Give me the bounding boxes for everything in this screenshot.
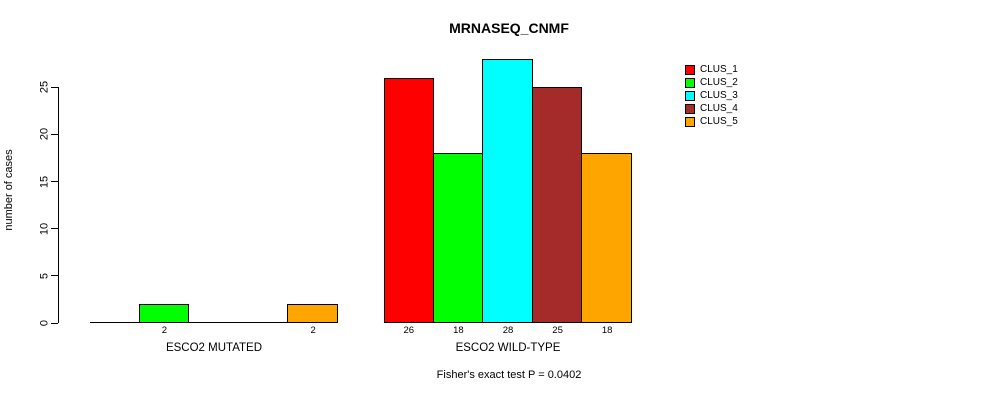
legend-row: CLUS_4	[685, 104, 738, 114]
bar-value-label: 25	[552, 325, 563, 336]
bar-value-label: 28	[502, 325, 514, 336]
legend-swatch	[685, 91, 695, 101]
y-tick	[51, 322, 58, 324]
annotation-fisher-test: Fisher's exact test P = 0.0402	[436, 369, 582, 381]
bar-clus_2	[432, 153, 484, 323]
x-baseline	[90, 322, 338, 323]
legend-row: CLUS_2	[685, 78, 738, 88]
legend-row: CLUS_5	[685, 117, 738, 127]
y-tick-label: 20	[38, 128, 51, 141]
legend-swatch	[685, 78, 695, 88]
bar-clus_4	[531, 87, 583, 323]
y-axis-title: number of cases	[3, 149, 15, 231]
legend-label: CLUS_1	[700, 64, 738, 75]
y-tick-label: 5	[38, 272, 51, 279]
y-tick	[51, 275, 58, 277]
chart-title: MRNASEQ_CNMF	[449, 20, 569, 36]
y-tick	[51, 228, 58, 230]
legend-row: CLUS_3	[685, 91, 738, 101]
legend-row: CLUS_1	[685, 65, 738, 75]
legend-swatch	[685, 104, 695, 114]
y-tick-label: 15	[38, 175, 51, 188]
bar-clus_3	[482, 58, 533, 323]
group-label: ESCO2 MUTATED	[165, 342, 263, 354]
y-tick	[51, 181, 58, 182]
legend-label: CLUS_4	[700, 103, 738, 114]
y-tick-label: 25	[38, 81, 51, 94]
y-tick	[51, 86, 58, 88]
y-tick-label: 0	[38, 319, 51, 327]
legend: CLUS_1 CLUS_2 CLUS_3 CLUS_4 CLUS_5	[685, 65, 738, 130]
y-axis-line	[58, 87, 59, 323]
group-label: ESCO2 WILD-TYPE	[455, 342, 561, 354]
bar-value-label: 2	[161, 325, 168, 336]
legend-swatch	[685, 65, 695, 75]
bar-value-label: 26	[403, 325, 415, 336]
legend-label: CLUS_3	[700, 90, 738, 101]
legend-swatch	[685, 117, 695, 127]
bar-clus_2	[138, 304, 190, 323]
bar-clus_5	[581, 153, 632, 323]
bar-value-label: 18	[601, 325, 613, 336]
bar-clus_1	[384, 77, 434, 323]
legend-label: CLUS_5	[700, 116, 738, 127]
bar-clus_5	[287, 304, 338, 323]
y-tick	[51, 133, 58, 135]
y-tick-label: 10	[38, 222, 51, 235]
bar-value-label: 18	[453, 325, 464, 336]
legend-label: CLUS_2	[700, 77, 738, 88]
bar-value-label: 2	[310, 325, 316, 336]
